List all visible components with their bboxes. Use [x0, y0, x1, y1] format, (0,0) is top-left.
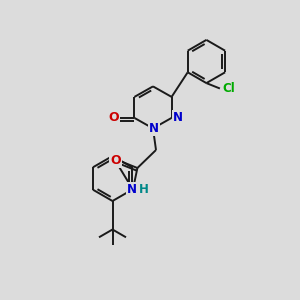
Text: N: N — [148, 122, 159, 136]
Text: H: H — [140, 183, 149, 196]
Text: O: O — [108, 111, 119, 124]
Text: N: N — [127, 183, 137, 196]
Text: O: O — [110, 154, 121, 167]
Text: N: N — [172, 111, 183, 124]
Text: Cl: Cl — [222, 82, 235, 95]
